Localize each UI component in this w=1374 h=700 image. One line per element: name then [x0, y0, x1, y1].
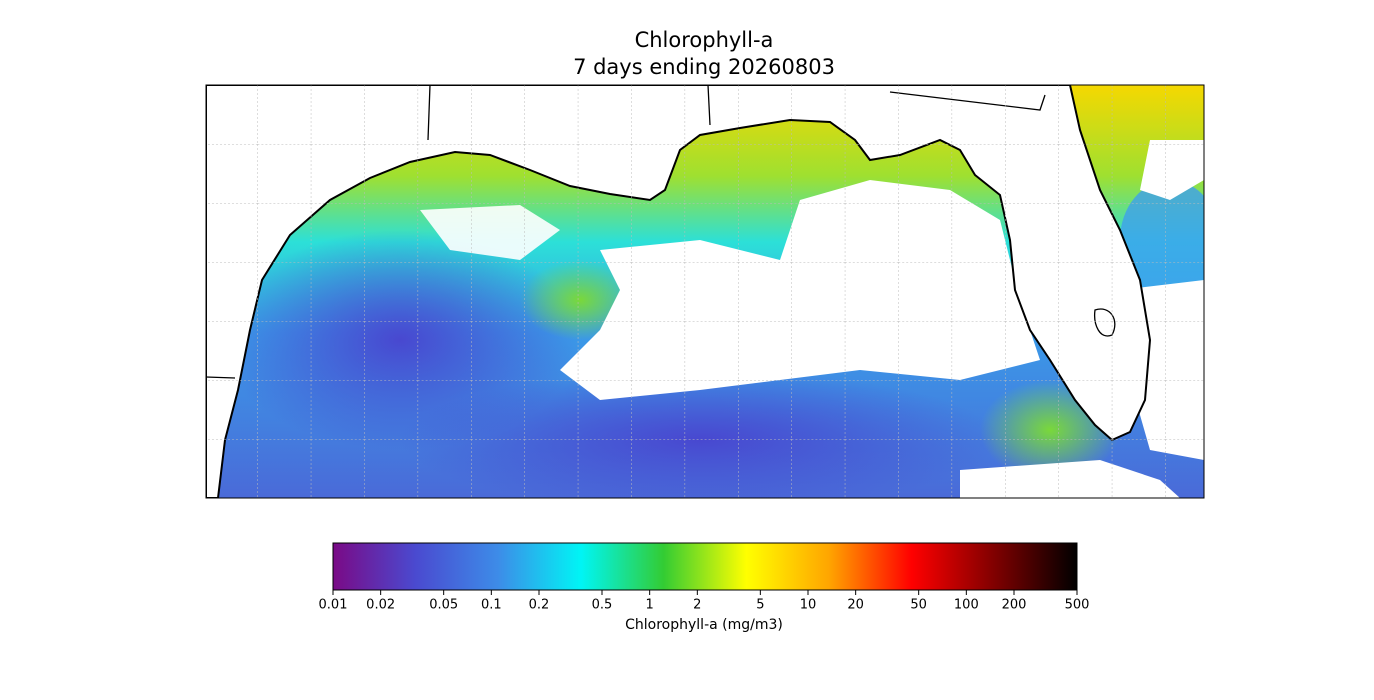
colorbar-tick-label: 5: [756, 598, 764, 613]
colorbar-tick-label: 20: [847, 598, 864, 613]
colorbar-tick-label: 1: [646, 598, 654, 613]
map-subtitle: 7 days ending 20260803: [573, 55, 835, 79]
colorbar-tick-label: 0.2: [529, 598, 550, 613]
colorbar-tick-label: 0.5: [592, 598, 613, 613]
colorbar-fill: [332, 542, 1078, 591]
map-frame: [205, 84, 1205, 499]
colorbar-tick-label: 200: [1002, 598, 1027, 613]
colorbar-tick-label: 100: [954, 598, 979, 613]
colorbar-label: Chlorophyll-a (mg/m3): [625, 617, 783, 633]
colorbar: 0.01 0.02 0.05 0.1 0.2 0.5 1 2 5 10 20 50 100 200 500: [319, 542, 1090, 613]
colorbar-tick-label: 500: [1065, 598, 1090, 613]
map-title: Chlorophyll-a: [635, 28, 774, 52]
colorbar-tick-label: 10: [800, 598, 817, 613]
colorbar-tick-label: 0.01: [319, 598, 348, 613]
colorbar-tick-label: 0.1: [481, 598, 502, 613]
colorbar-tick-label: 0.05: [429, 598, 458, 613]
colorbar-tick-label: 2: [693, 598, 701, 613]
colorbar-tick-label: 0.02: [366, 598, 395, 613]
colorbar-tick-label: 50: [910, 598, 927, 613]
